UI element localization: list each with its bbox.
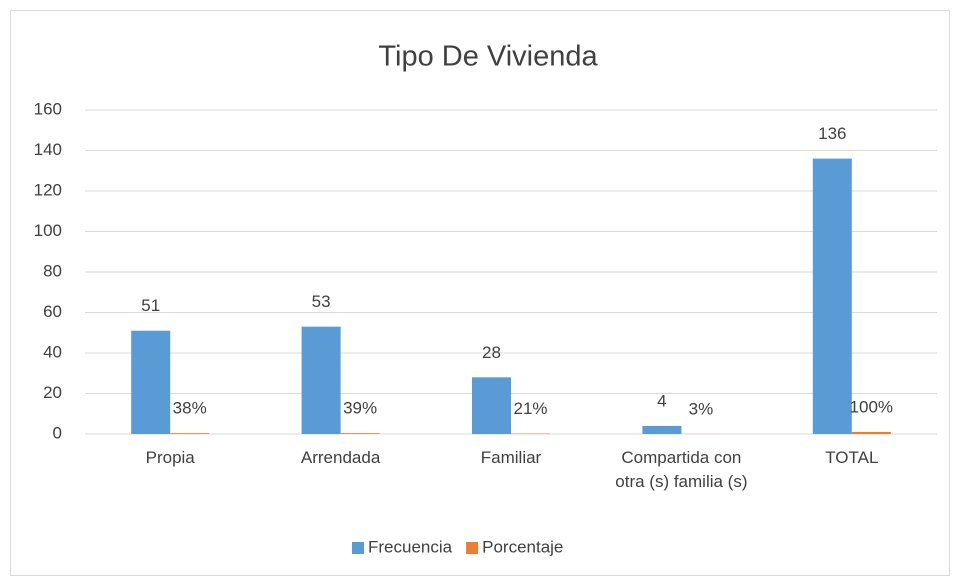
data-label: 38% [173,399,207,418]
data-label: 3% [689,399,714,418]
legend-swatch [466,542,479,554]
bar [301,326,341,434]
y-tick-label: 0 [53,423,62,442]
data-label: 4 [657,391,666,410]
data-label: 39% [343,399,377,418]
data-label: 21% [513,399,547,418]
bar [642,425,682,434]
x-tick-label: Arrendada [300,448,381,467]
legend-swatch [352,542,364,554]
chart-title: Tipo De Vivienda [378,41,598,73]
bar [170,433,210,434]
x-tick-label: Compartida con otra (s) familia (s) [615,448,748,491]
data-label: 136 [818,124,846,143]
chart-border [10,10,950,576]
x-tick-label: Propia [145,448,195,467]
x-tick-label-box: Compartida con otra (s) familia (s) [615,448,748,491]
y-tick-label: 20 [43,383,62,402]
y-tick-label: 60 [43,302,62,321]
x-tick-label-box: Arrendada [300,448,381,467]
y-tick-label: 40 [43,342,62,361]
x-tick-label: Familiar [480,448,542,467]
data-label: 51 [141,296,160,315]
y-tick-label: 120 [34,180,62,199]
bar [472,377,511,434]
x-tick-label-box: Propia [145,448,195,467]
x-tick-label-box: TOTAL [825,448,879,467]
legend-label: Porcentaje [482,537,563,556]
bar [340,433,380,434]
bar [851,431,891,434]
data-label: 53 [312,292,331,311]
y-tick-label: 140 [34,140,62,159]
y-tick-label: 100 [34,221,62,240]
data-label: 28 [482,343,501,362]
bar [131,330,171,434]
y-tick-label: 160 [34,99,62,118]
y-tick-label: 80 [43,261,62,280]
legend-label: Frecuencia [368,537,453,556]
x-tick-label: TOTAL [825,448,879,467]
x-tick-label-box: Familiar [480,448,542,467]
data-label: 100% [850,397,893,416]
bar [812,158,852,434]
